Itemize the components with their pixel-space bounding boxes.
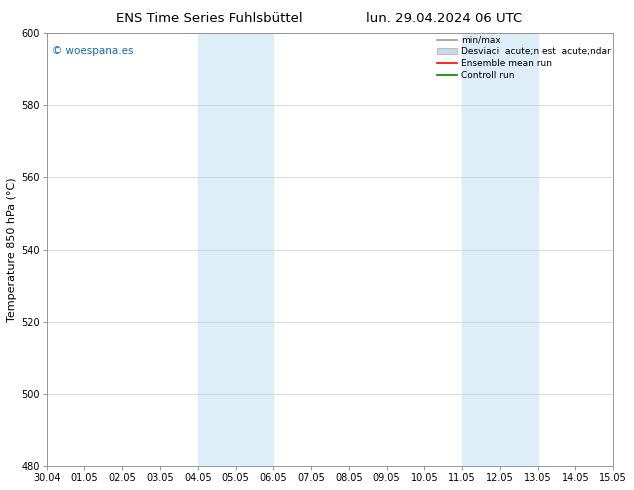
Text: © woespana.es: © woespana.es [53,46,134,56]
Y-axis label: Temperature 850 hPa (°C): Temperature 850 hPa (°C) [7,177,17,322]
Text: ENS Time Series Fuhlsbüttel: ENS Time Series Fuhlsbüttel [116,12,302,25]
Bar [198,33,273,466]
Text: lun. 29.04.2024 06 UTC: lun. 29.04.2024 06 UTC [366,12,522,25]
Legend: min/max, Desviaci  acute;n est  acute;ndar, Ensemble mean run, Controll run: min/max, Desviaci acute;n est acute;ndar… [437,36,611,80]
Bar [462,33,538,466]
